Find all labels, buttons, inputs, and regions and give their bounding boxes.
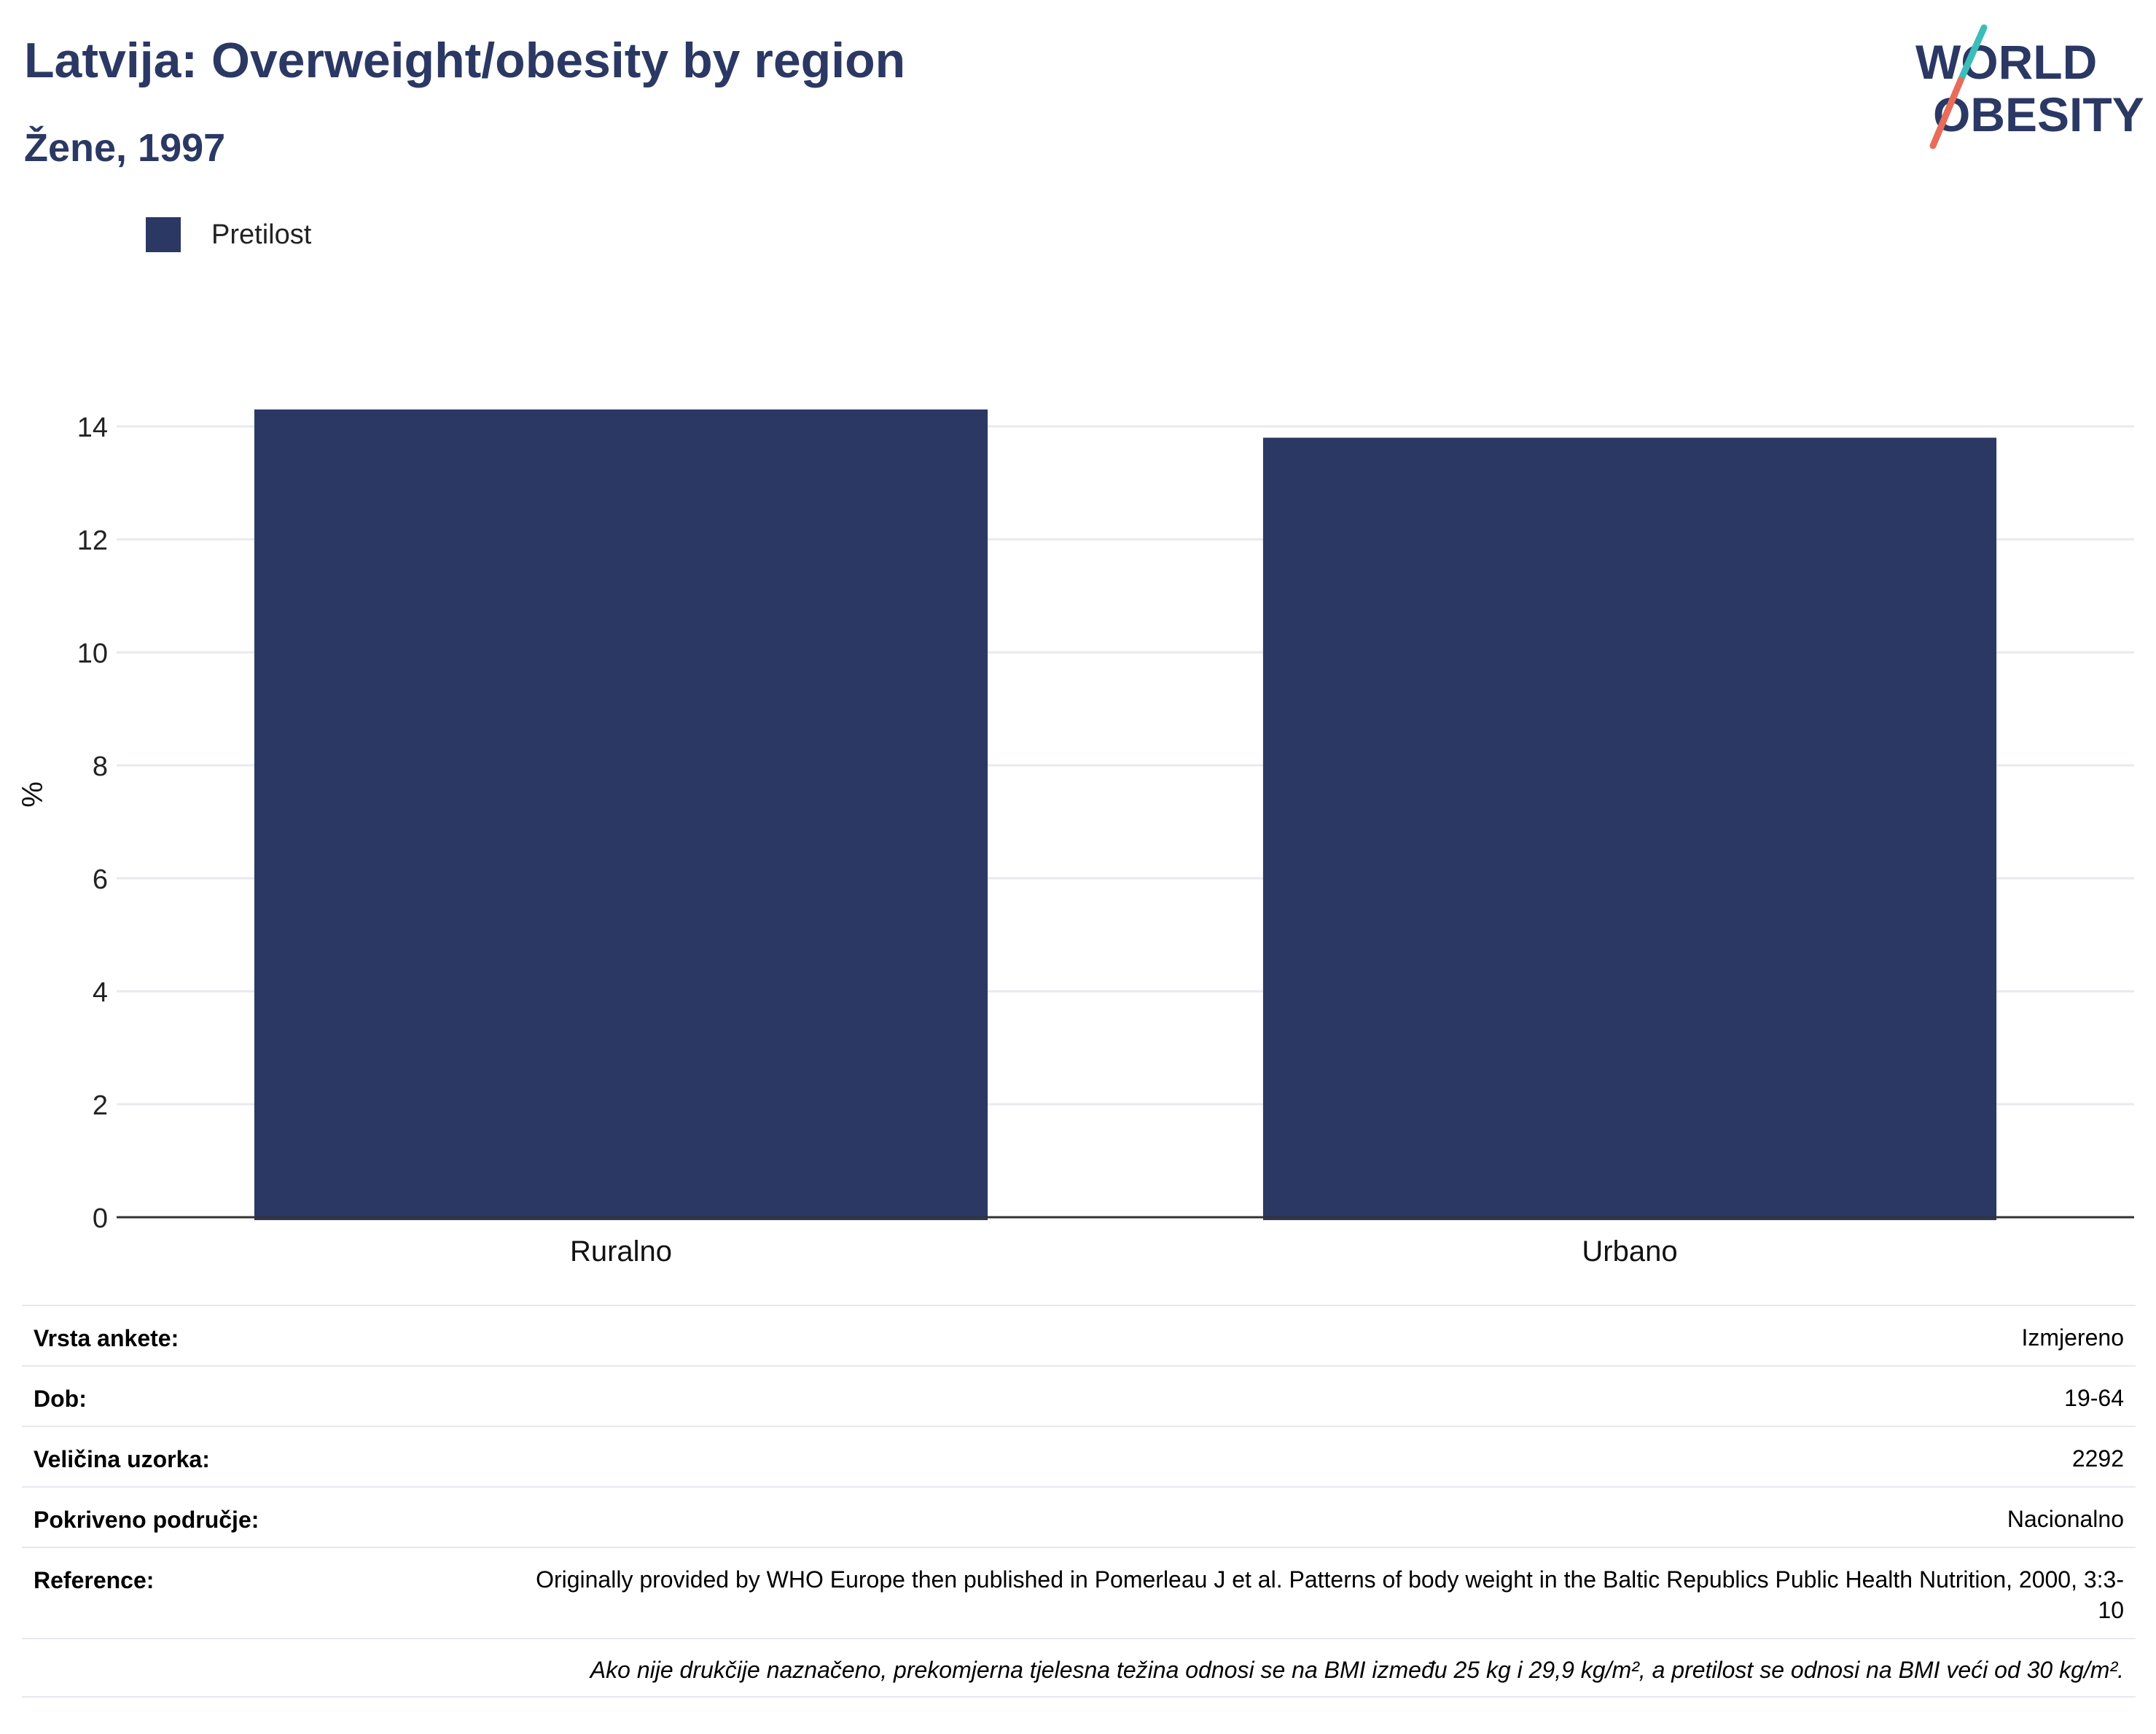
meta-label: Vrsta ankete: <box>34 1325 179 1351</box>
survey-details: Vrsta ankete: Izmjereno Dob: 19-64 Velič… <box>22 1305 2136 1698</box>
x-tick-label-urbano: Urbano <box>1582 1235 1677 1268</box>
y-tick-label-6: 6 <box>93 864 108 895</box>
meta-value: Nacionalno <box>2007 1506 2124 1532</box>
chart-subtitle: Žene, 1997 <box>24 126 226 170</box>
meta-label: Reference: <box>34 1567 155 1593</box>
meta-row-reference: Reference: Originally provided by WHO Eu… <box>22 1547 2136 1638</box>
y-tick-label-8: 8 <box>93 751 108 782</box>
y-tick-label-14: 14 <box>77 413 108 443</box>
meta-value: Izmjereno <box>2021 1324 2125 1351</box>
legend-swatch-pretilost <box>146 217 181 252</box>
y-tick-label-12: 12 <box>77 526 108 556</box>
definition-note: Ako nije drukčije naznačeno, prekomjerna… <box>22 1638 2136 1698</box>
meta-value: 19-64 <box>2064 1385 2124 1411</box>
chart-legend[interactable]: Pretilost <box>146 216 311 254</box>
meta-label: Veličina uzorka: <box>34 1446 210 1472</box>
world-obesity-logo: WORLD OBESITY <box>1915 24 2143 149</box>
logo-slash-teal <box>1957 24 1988 84</box>
legend-label-pretilost: Pretilost <box>211 219 312 250</box>
x-axis-labels: Ruralno Urbano <box>570 1235 1678 1268</box>
y-axis-label: % <box>17 781 49 808</box>
meta-value: Originally provided by WHO Europe then p… <box>536 1566 2124 1623</box>
bar-urbano[interactable] <box>1262 437 1997 1221</box>
y-tick-label-2: 2 <box>93 1090 108 1121</box>
logo-slash-coral <box>1929 77 1964 149</box>
bar-ruralno[interactable] <box>254 409 988 1220</box>
x-tick-label-ruralno: Ruralno <box>570 1235 672 1268</box>
bars <box>254 409 1997 1221</box>
logo-word-obesity: OBESITY <box>1933 87 2143 141</box>
meta-row-age: Dob: 19-64 <box>22 1365 2136 1426</box>
y-tick-label-4: 4 <box>93 977 108 1008</box>
y-tick-label-10: 10 <box>77 638 108 669</box>
meta-row-area-covered: Pokriveno područje: Nacionalno <box>22 1486 2136 1547</box>
chart-title: Latvija: Overweight/obesity by region <box>24 33 906 88</box>
meta-value: 2292 <box>2071 1445 2124 1472</box>
meta-label: Dob: <box>34 1386 87 1412</box>
y-tick-label-0: 0 <box>93 1203 108 1234</box>
meta-label: Pokriveno područje: <box>34 1507 259 1533</box>
bar-chart: 0 2 4 6 8 10 12 14 Ruralno Urbano % <box>17 409 2134 1268</box>
y-axis-ticks: 0 2 4 6 8 10 12 14 <box>77 413 108 1234</box>
logo-word-world: WORLD <box>1915 35 2097 89</box>
meta-row-sample-size: Veličina uzorka: 2292 <box>22 1426 2136 1486</box>
meta-row-survey-type: Vrsta ankete: Izmjereno <box>22 1305 2136 1365</box>
